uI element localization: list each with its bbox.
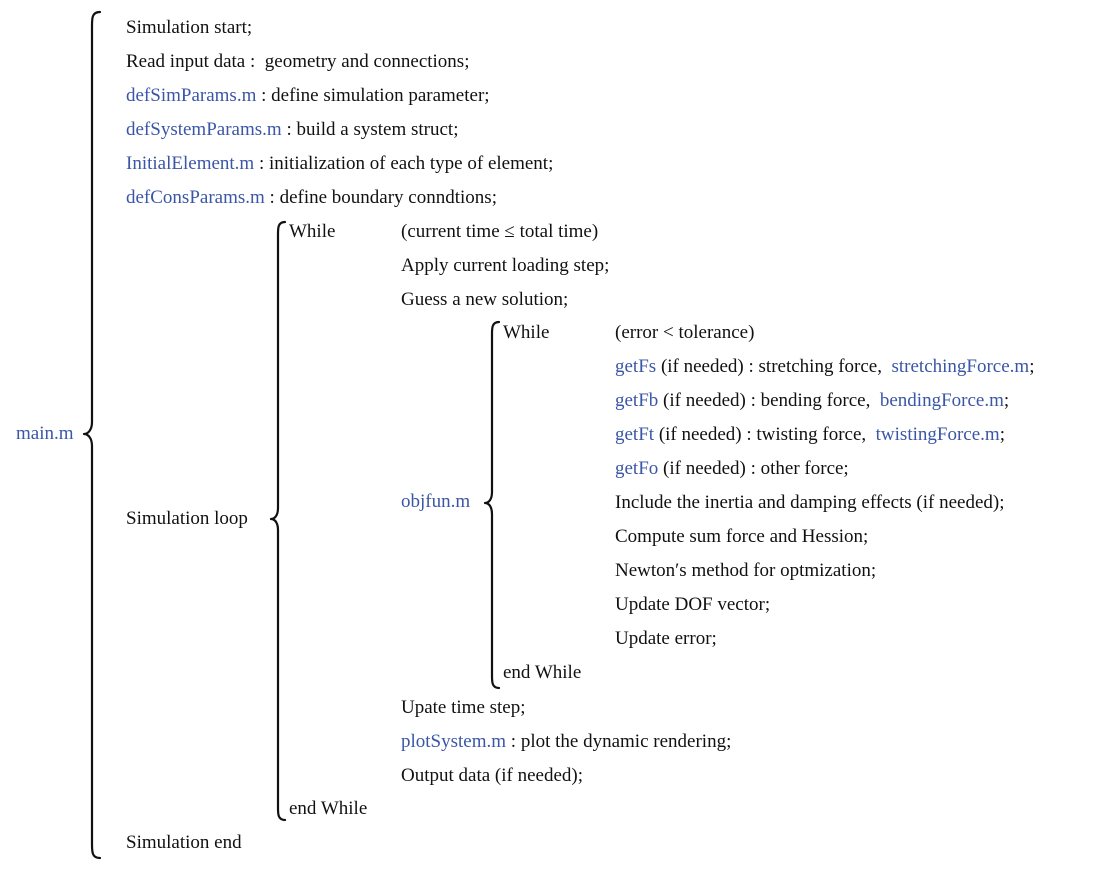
initial-element-desc: : initialization of each type of element… xyxy=(254,153,554,174)
inner-while-condition: (error < tolerance) xyxy=(615,322,755,343)
apply-loading-line: Apply current loading step; xyxy=(401,255,610,276)
get-fb-desc: (if needed) : bending force, xyxy=(658,390,880,411)
def-sim-params-file: defSimParams.m xyxy=(126,85,257,106)
outer-while-keyword: While xyxy=(289,221,336,242)
get-fo-line: getFo (if needed) : other force; xyxy=(615,457,849,481)
get-ft-func: getFt xyxy=(615,424,655,445)
def-cons-params-file: defConsParams.m xyxy=(126,187,265,208)
get-ft-tail: ; xyxy=(999,424,1005,445)
inertia-line: Include the inertia and damping effects … xyxy=(615,492,1005,513)
simulation-end-line: Simulation end xyxy=(126,832,242,853)
objfun-file-label: objfun.m xyxy=(401,491,471,512)
simulation-loop-brace xyxy=(269,220,287,822)
get-fo-func: getFo xyxy=(615,458,659,479)
update-dof-line: Update DOF vector; xyxy=(615,594,771,615)
plot-system-line: plotSystem.m : plot the dynamic renderin… xyxy=(401,730,731,754)
main-file-label: main.m xyxy=(16,423,74,444)
outer-end-while: end While xyxy=(289,798,368,819)
get-ft-line: getFt (if needed) : twisting force, twis… xyxy=(615,423,1005,447)
plot-system-file: plotSystem.m xyxy=(401,731,507,752)
guess-solution-line: Guess a new solution; xyxy=(401,289,569,310)
def-system-params-line: defSystemParams.m : build a system struc… xyxy=(126,118,458,142)
get-fb-line: getFb (if needed) : bending force, bendi… xyxy=(615,389,1009,413)
inner-while-keyword: While xyxy=(503,322,550,343)
def-system-params-desc: : build a system struct; xyxy=(281,119,459,140)
main-brace xyxy=(82,10,102,860)
def-sim-params-desc: : define simulation parameter; xyxy=(256,85,490,106)
get-ft-desc: (if needed) : twisting force, xyxy=(654,424,876,445)
plot-system-desc: : plot the dynamic rendering; xyxy=(506,731,732,752)
get-fb-func: getFb xyxy=(615,390,659,411)
get-fs-line: getFs (if needed) : stretching force, st… xyxy=(615,355,1034,379)
initial-element-file: InitialElement.m xyxy=(126,153,255,174)
newton-method-line: Newton′s method for optmization; xyxy=(615,560,877,581)
get-fo-desc: (if needed) : other force; xyxy=(658,458,849,479)
get-fs-desc: (if needed) : stretching force, xyxy=(656,356,892,377)
initial-element-line: InitialElement.m : initialization of eac… xyxy=(126,152,553,176)
simulation-loop-label: Simulation loop xyxy=(126,508,248,529)
def-cons-params-desc: : define boundary conndtions; xyxy=(264,187,497,208)
get-fb-tail: ; xyxy=(1003,390,1010,411)
twisting-force-file: twistingForce.m xyxy=(875,424,1000,445)
sum-force-line: Compute sum force and Hession; xyxy=(615,526,869,547)
stretching-force-file: stretchingForce.m xyxy=(891,356,1030,377)
inner-end-while: end While xyxy=(503,662,582,683)
update-error-line: Update error; xyxy=(615,628,717,649)
read-input-line: Read input data : geometry and connectio… xyxy=(126,51,470,72)
get-fs-tail: ; xyxy=(1029,356,1035,377)
objfun-brace xyxy=(483,320,501,690)
get-fs-func: getFs xyxy=(615,356,657,377)
def-system-params-file: defSystemParams.m xyxy=(126,119,282,140)
bending-force-file: bendingForce.m xyxy=(879,390,1004,411)
outer-while-condition: (current time ≤ total time) xyxy=(401,221,599,242)
def-sim-params-line: defSimParams.m : define simulation param… xyxy=(126,84,490,108)
simulation-start-line: Simulation start; xyxy=(126,17,253,38)
update-time-line: Upate time step; xyxy=(401,697,526,718)
def-cons-params-line: defConsParams.m : define boundary conndt… xyxy=(126,186,497,210)
output-data-line: Output data (if needed); xyxy=(401,765,584,786)
